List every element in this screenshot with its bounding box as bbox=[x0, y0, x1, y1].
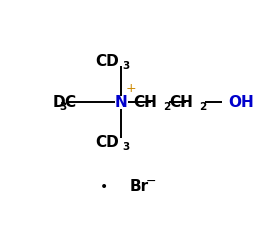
Text: CD: CD bbox=[95, 135, 119, 150]
Text: −: − bbox=[146, 175, 156, 188]
Text: •: • bbox=[100, 180, 108, 194]
Text: CH: CH bbox=[169, 95, 193, 110]
Text: 3: 3 bbox=[59, 102, 66, 112]
Text: 3: 3 bbox=[122, 61, 130, 71]
Text: 2: 2 bbox=[199, 102, 206, 112]
Text: CH: CH bbox=[133, 95, 157, 110]
Text: 2: 2 bbox=[163, 102, 170, 112]
Text: 3: 3 bbox=[122, 142, 130, 152]
Text: N: N bbox=[115, 95, 128, 110]
Text: C: C bbox=[65, 95, 76, 110]
Text: OH: OH bbox=[229, 95, 254, 110]
Text: +: + bbox=[126, 81, 137, 95]
Text: Br: Br bbox=[130, 179, 149, 195]
Text: CD: CD bbox=[95, 54, 119, 69]
Text: D: D bbox=[52, 95, 65, 110]
